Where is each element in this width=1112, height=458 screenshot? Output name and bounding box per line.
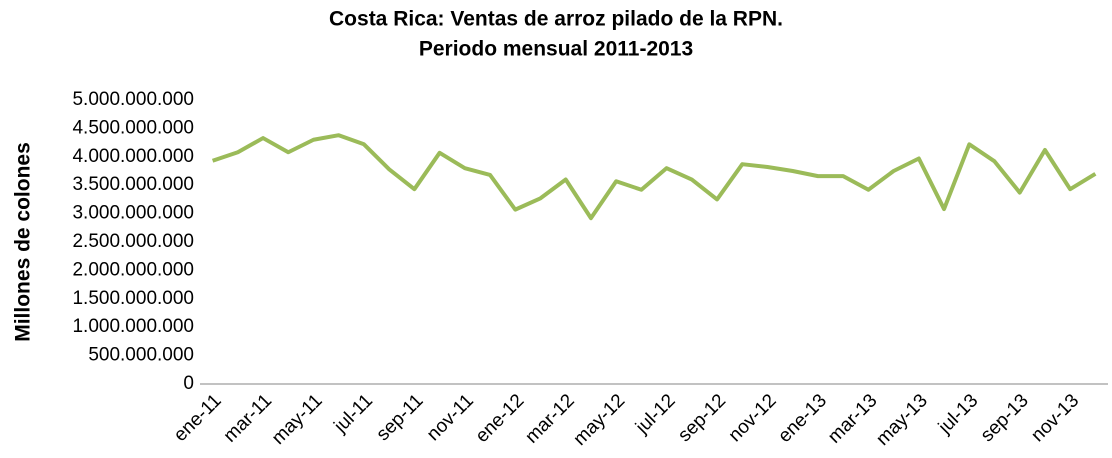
x-tick-label: nov-13 (1027, 390, 1083, 446)
x-tick-label: jul-12 (631, 390, 679, 438)
y-tick-label: 5.000.000.000 (72, 89, 194, 110)
x-tick-label: may-13 (872, 390, 932, 450)
x-tick-label: may-11 (268, 390, 327, 449)
x-tick-label: nov-12 (725, 390, 781, 446)
y-tick-label: 4.000.000.000 (72, 146, 194, 167)
x-tick-label: ene-11 (170, 390, 226, 446)
x-tick-label: jul-11 (330, 390, 377, 437)
x-tick-label: mar-12 (521, 390, 578, 447)
x-tick-label: ene-12 (472, 390, 529, 447)
x-tick-label: sep-13 (977, 390, 1033, 446)
y-tick-label: 3.500.000.000 (72, 174, 194, 195)
x-tick-label: sep-12 (674, 390, 730, 446)
y-tick-label: 1.500.000.000 (72, 288, 194, 309)
y-tick-label: 4.500.000.000 (72, 117, 194, 138)
x-tick-label: ene-13 (774, 390, 831, 447)
y-tick-label: 2.500.000.000 (72, 231, 194, 252)
x-tick-label: mar-13 (824, 390, 881, 447)
y-tick-label: 0 (183, 373, 194, 394)
y-tick-label: 2.000.000.000 (72, 259, 194, 280)
chart-subtitle: Periodo mensual 2011-2013 (419, 38, 693, 61)
y-tick-label: 3.000.000.000 (72, 203, 194, 224)
y-axis-label: Millones de colones (12, 142, 35, 342)
series-line (211, 133, 1097, 221)
chart-title: Costa Rica: Ventas de arroz pilado de la… (329, 8, 783, 31)
x-tick-label: mar-11 (220, 390, 276, 446)
y-tick-label: 500.000.000 (88, 345, 194, 366)
x-tick-label: sep-11 (373, 390, 428, 445)
x-tick-label: nov-11 (423, 390, 478, 445)
x-tick-label: jul-13 (934, 390, 982, 438)
x-tick-label: may-12 (570, 390, 630, 450)
y-tick-label: 1.000.000.000 (72, 316, 194, 337)
